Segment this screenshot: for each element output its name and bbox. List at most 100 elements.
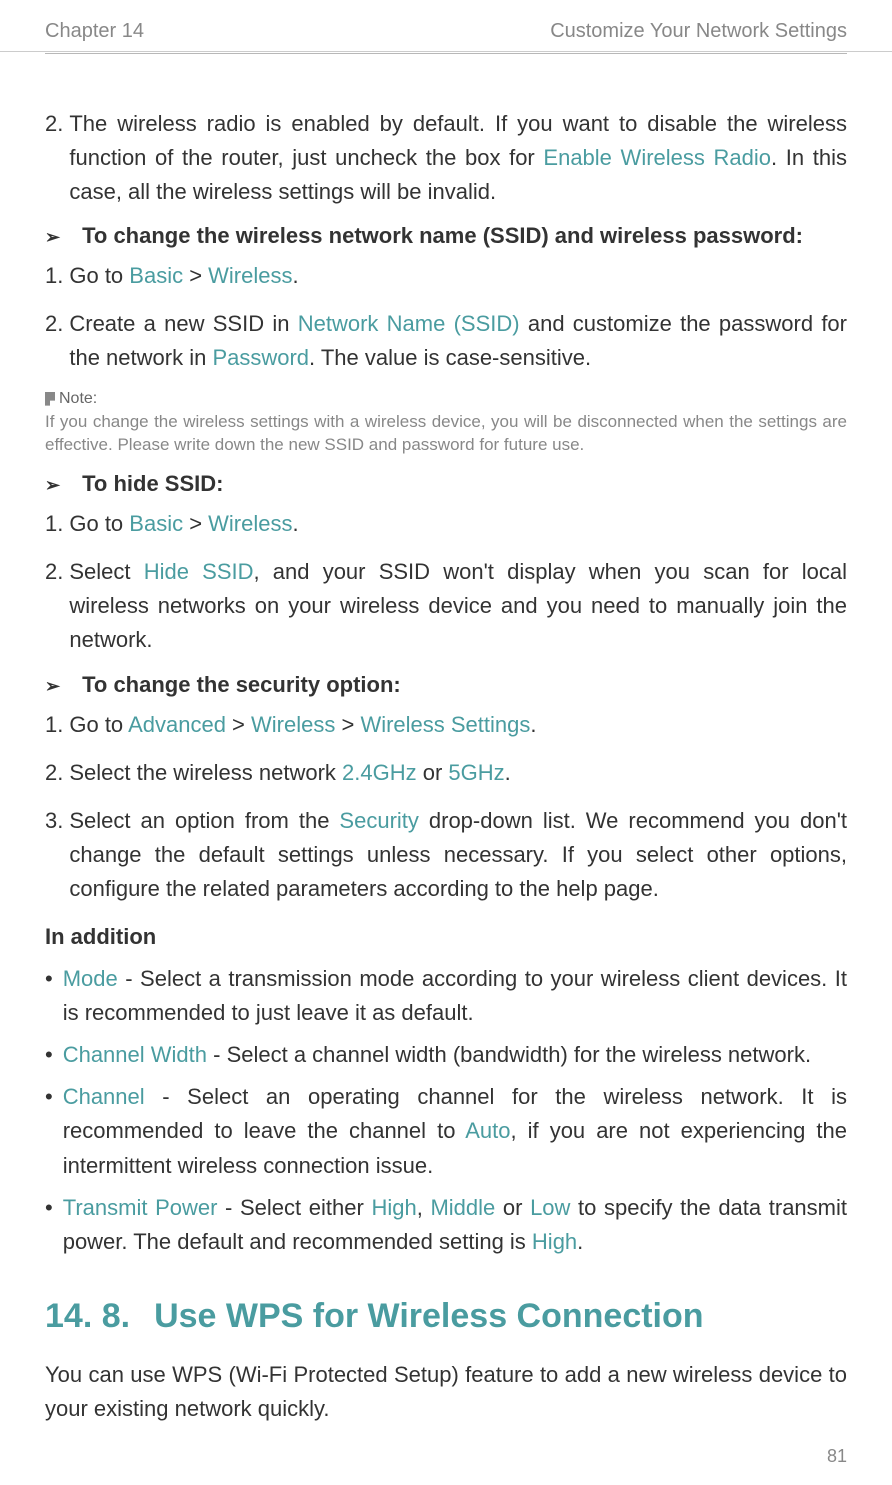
ui-term: Wireless xyxy=(251,712,335,737)
ui-term: Network Name (SSID) xyxy=(298,311,520,336)
text: Select an option from the xyxy=(69,808,339,833)
ui-term: Basic xyxy=(129,263,183,288)
item-number: 1. xyxy=(45,259,63,293)
bullet-dot: • xyxy=(45,962,53,1030)
ui-term: Low xyxy=(530,1195,570,1220)
bullet-dot: • xyxy=(45,1080,53,1182)
section-title: Use WPS for Wireless Connection xyxy=(154,1297,703,1335)
item-body: Select the wireless network 2.4GHz or 5G… xyxy=(69,756,847,790)
text: Create a new SSID in xyxy=(69,311,297,336)
item-number: 2. xyxy=(45,307,63,375)
text: > xyxy=(335,712,360,737)
bullet-dot: • xyxy=(45,1038,53,1072)
text: or xyxy=(417,760,449,785)
text: > xyxy=(183,511,208,536)
item-number: 1. xyxy=(45,507,63,541)
text: . xyxy=(577,1229,583,1254)
ui-term: Basic xyxy=(129,511,183,536)
item-body: The wireless radio is enabled by default… xyxy=(69,107,847,209)
bullet-dot: • xyxy=(45,1191,53,1259)
ui-term: Mode xyxy=(63,966,118,991)
text: - Select a channel width (bandwidth) for… xyxy=(207,1042,811,1067)
heading-text: To hide SSID: xyxy=(82,471,223,497)
list-item: 1. Go to Advanced > Wireless > Wireless … xyxy=(45,708,847,742)
list-item: 1. Go to Basic > Wireless. xyxy=(45,507,847,541)
subheading-plain: In addition xyxy=(45,920,847,954)
text: Select xyxy=(69,559,143,584)
item-number: 3. xyxy=(45,804,63,906)
text: - Select a transmission mode according t… xyxy=(63,966,847,1025)
item-number: 2. xyxy=(45,107,63,209)
page-number: 81 xyxy=(827,1446,847,1467)
item-number: 2. xyxy=(45,756,63,790)
ui-term: Auto xyxy=(465,1118,510,1143)
bullet-item: • Channel - Select an operating channel … xyxy=(45,1080,847,1182)
text: > xyxy=(183,263,208,288)
heading-text: To change the wireless network name (SSI… xyxy=(82,223,803,249)
ui-term: Hide SSID xyxy=(144,559,254,584)
list-item: 3. Select an option from the Security dr… xyxy=(45,804,847,906)
sub-heading: ➢ To change the security option: xyxy=(45,672,847,698)
item-body: Select Hide SSID, and your SSID won't di… xyxy=(69,555,847,657)
item-number: 1. xyxy=(45,708,63,742)
ui-term: Enable Wireless Radio xyxy=(543,145,771,170)
chapter-label: Chapter 14 xyxy=(45,20,144,43)
triangle-icon: ➢ xyxy=(45,227,60,248)
item-body: Select an option from the Security drop-… xyxy=(69,804,847,906)
item-body: Create a new SSID in Network Name (SSID)… xyxy=(69,307,847,375)
ui-term: 2.4GHz xyxy=(342,760,417,785)
ui-term: Transmit Power xyxy=(63,1195,218,1220)
item-body: Channel - Select an operating channel fo… xyxy=(63,1080,847,1182)
text: or xyxy=(495,1195,530,1220)
ui-term: Wireless xyxy=(208,511,292,536)
page-header: Chapter 14 Customize Your Network Settin… xyxy=(0,0,892,52)
list-item: 2. The wireless radio is enabled by defa… xyxy=(45,107,847,209)
ui-term: Wireless xyxy=(208,263,292,288)
section-number: 14. 8. xyxy=(45,1297,130,1335)
text: . xyxy=(293,511,299,536)
chapter-title: Customize Your Network Settings xyxy=(550,20,847,43)
text: Select the wireless network xyxy=(69,760,342,785)
page-content: 2. The wireless radio is enabled by defa… xyxy=(0,107,892,1426)
text: Go to xyxy=(69,263,129,288)
item-body: Channel Width - Select a channel width (… xyxy=(63,1038,847,1072)
text: . xyxy=(293,263,299,288)
text: Go to xyxy=(69,511,129,536)
ui-term: Password xyxy=(212,345,309,370)
text: > xyxy=(226,712,251,737)
sub-heading: ➢ To hide SSID: xyxy=(45,471,847,497)
list-item: 1. Go to Basic > Wireless. xyxy=(45,259,847,293)
section-heading: 14. 8. Use WPS for Wireless Connection xyxy=(45,1297,847,1336)
ui-term: Channel Width xyxy=(63,1042,207,1067)
bullet-item: • Transmit Power - Select either High, M… xyxy=(45,1191,847,1259)
ui-term: High xyxy=(371,1195,416,1220)
list-item: 2. Select Hide SSID, and your SSID won't… xyxy=(45,555,847,657)
note-text: If you change the wireless settings with… xyxy=(45,410,847,458)
ui-term: High xyxy=(532,1229,577,1254)
text: . xyxy=(530,712,536,737)
header-rule xyxy=(45,53,847,54)
item-body: Go to Basic > Wireless. xyxy=(69,507,847,541)
text: - Select either xyxy=(217,1195,371,1220)
sub-heading: ➢ To change the wireless network name (S… xyxy=(45,223,847,249)
bullet-item: • Mode - Select a transmission mode acco… xyxy=(45,962,847,1030)
text: , xyxy=(417,1195,431,1220)
item-body: Go to Basic > Wireless. xyxy=(69,259,847,293)
text: Go to xyxy=(69,712,128,737)
paragraph: You can use WPS (Wi-Fi Protected Setup) … xyxy=(45,1358,847,1426)
note-flag-icon xyxy=(45,392,55,406)
ui-term: Channel xyxy=(63,1084,145,1109)
ui-term: Security xyxy=(339,808,418,833)
text: . The value is case-sensitive. xyxy=(309,345,591,370)
ui-term: Advanced xyxy=(128,712,226,737)
ui-term: 5GHz xyxy=(448,760,504,785)
bullet-item: • Channel Width - Select a channel width… xyxy=(45,1038,847,1072)
heading-text: To change the security option: xyxy=(82,672,401,698)
list-item: 2. Select the wireless network 2.4GHz or… xyxy=(45,756,847,790)
ui-term: Wireless Settings xyxy=(360,712,530,737)
item-body: Mode - Select a transmission mode accord… xyxy=(63,962,847,1030)
text: . xyxy=(505,760,511,785)
note-label: Note: xyxy=(45,390,847,408)
item-body: Go to Advanced > Wireless > Wireless Set… xyxy=(69,708,847,742)
item-body: Transmit Power - Select either High, Mid… xyxy=(63,1191,847,1259)
